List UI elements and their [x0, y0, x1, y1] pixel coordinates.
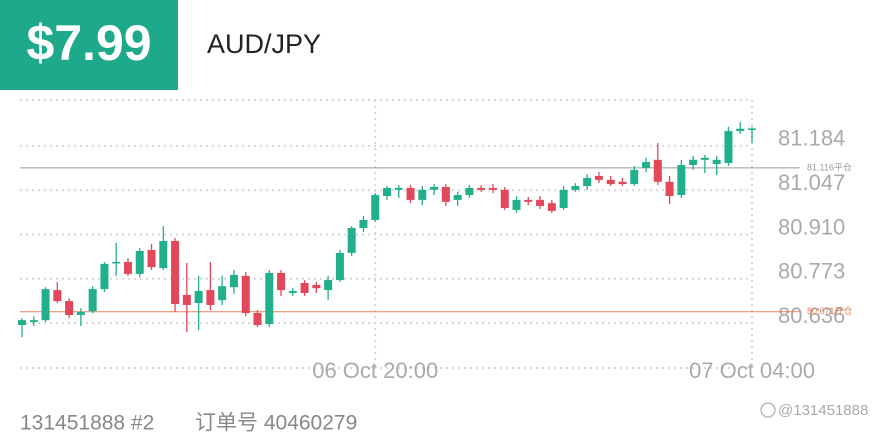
candle-body: [524, 199, 533, 202]
x-tick-label: 07 Oct 04:00: [689, 358, 815, 383]
x-tick-label: 06 Oct 20:00: [312, 358, 438, 383]
price-badge: [0, 0, 178, 90]
y-tick-label: 81.184: [778, 126, 845, 151]
candle-body: [147, 250, 156, 268]
candle-body: [229, 274, 238, 288]
candle-body: [712, 159, 721, 165]
candle-body: [171, 240, 180, 304]
candle-body: [677, 164, 686, 196]
candle-body: [547, 203, 556, 211]
reference-label: 81.116平仓: [807, 161, 852, 172]
y-tick-label: 80.910: [778, 214, 845, 239]
candle-body: [618, 181, 627, 185]
candle-body: [418, 189, 427, 200]
candle-body: [123, 261, 132, 274]
candle-body: [265, 272, 274, 325]
candle-body: [665, 181, 674, 197]
candle-body: [135, 250, 144, 274]
candle-body: [488, 187, 497, 190]
candle-body: [88, 289, 97, 312]
candle-body: [100, 263, 109, 290]
candle-body: [312, 284, 321, 289]
candle-body: [383, 187, 391, 197]
order-number: 订单号 40460279: [195, 412, 357, 435]
candle-body: [736, 128, 745, 132]
watermark-icon: [760, 402, 776, 418]
y-tick-label: 81.047: [778, 170, 845, 195]
candle-body: [277, 272, 286, 291]
candle-body: [335, 252, 344, 281]
candle-body: [41, 289, 50, 321]
candle-body: [241, 275, 250, 314]
candle-body: [18, 320, 26, 326]
candle-body: [583, 177, 592, 186]
candle-body: [194, 291, 203, 304]
candle-body: [406, 187, 415, 200]
candle-body: [724, 131, 733, 164]
candle-body: [347, 228, 356, 253]
candle-body: [29, 320, 38, 323]
candle-body: [182, 294, 191, 305]
candle-body: [371, 195, 380, 220]
candle-body: [536, 199, 545, 207]
candle-body: [300, 282, 309, 293]
price: $7.99: [26, 15, 151, 71]
candle-body: [253, 313, 262, 326]
candle-body: [453, 195, 462, 200]
candle-body: [441, 186, 450, 202]
candle-body: [430, 186, 439, 190]
candle-body: [594, 175, 603, 180]
candle-body: [559, 189, 568, 208]
candle-body: [324, 280, 333, 291]
candle-body: [206, 290, 215, 305]
candle-body: [359, 219, 368, 229]
candle-body: [218, 286, 227, 301]
plot: 81.184 81.047 80.910 80.773 80.636 06 Oct 20:…: [18, 100, 853, 383]
candle-body: [465, 187, 474, 196]
candle-body: [653, 159, 662, 182]
candle-body: [76, 312, 85, 315]
candle-body: [606, 179, 615, 185]
candle-body: [642, 162, 651, 168]
y-tick-label: 80.773: [778, 259, 845, 284]
candle-body: [288, 291, 297, 293]
candle-body: [112, 261, 121, 264]
candle-body: [500, 189, 509, 208]
candle-body: [512, 199, 521, 210]
symbol: AUD/JPY: [207, 29, 321, 59]
candle-body: [700, 157, 709, 160]
candle-body: [65, 301, 74, 315]
candle-body: [689, 159, 698, 165]
candle-body: [748, 128, 756, 130]
candle-body: [159, 240, 168, 269]
y-tick-label: 80.636: [778, 303, 845, 328]
reference-label: 80.671开仓: [807, 305, 853, 316]
candle-body: [630, 169, 639, 185]
candle-body: [477, 187, 486, 190]
candle-body: [571, 185, 580, 190]
candle-body: [53, 290, 62, 302]
candle-body: [394, 187, 403, 190]
account: 131451888 #2: [20, 412, 154, 435]
watermark: @131451888: [778, 402, 868, 419]
